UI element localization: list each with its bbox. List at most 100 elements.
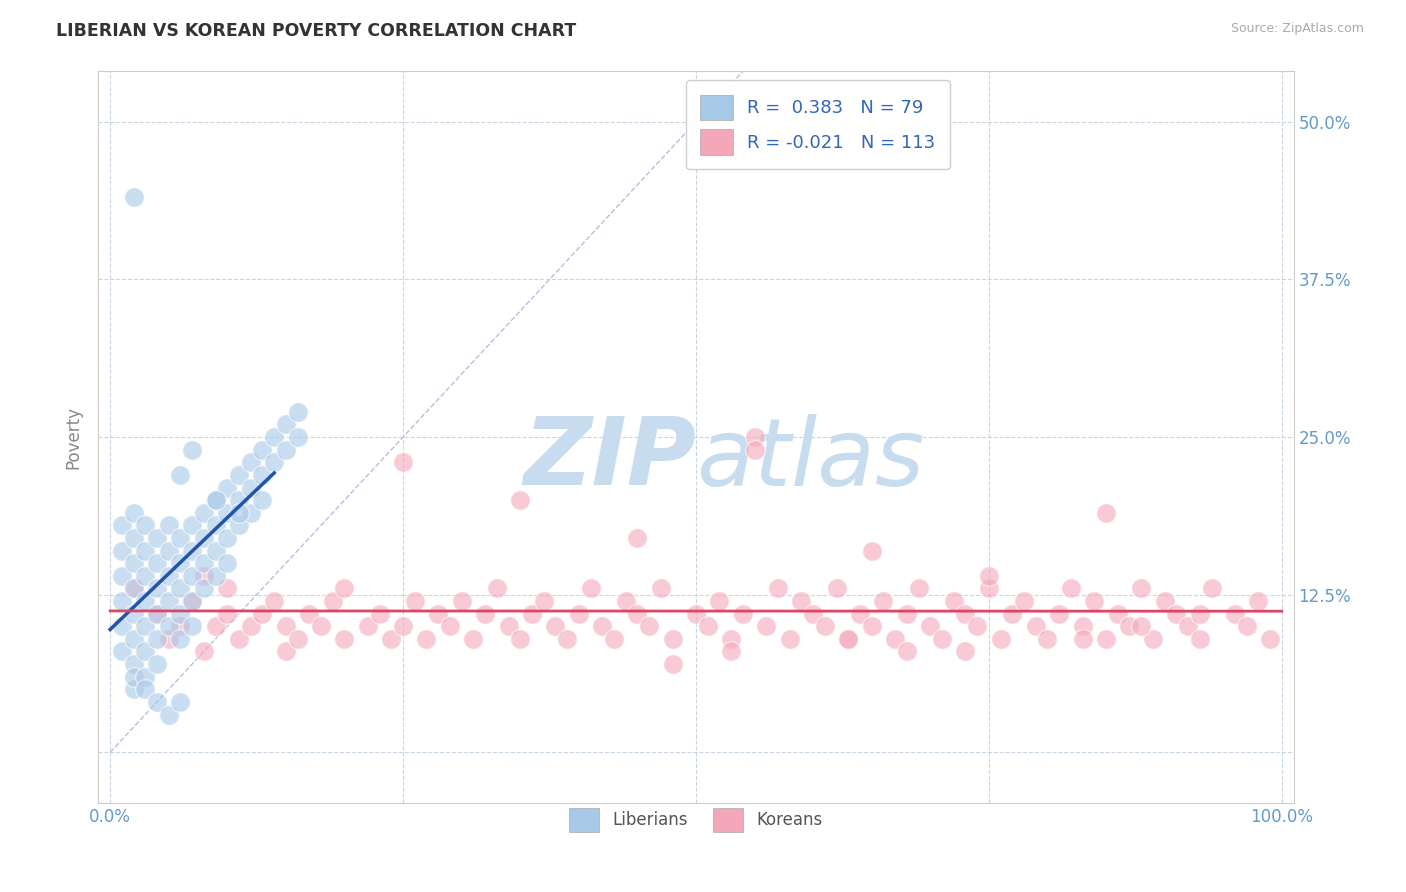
Point [333, 582, 356, 596]
Point [228, 518, 250, 533]
Point [146, 657, 169, 671]
Point [1047, 607, 1070, 621]
Point [661, 632, 683, 646]
Point [685, 607, 707, 621]
Point [146, 582, 169, 596]
Point [801, 607, 824, 621]
Point [1177, 619, 1199, 633]
Point [990, 632, 1012, 646]
Point [450, 594, 472, 608]
Point [146, 632, 169, 646]
Point [193, 569, 215, 583]
Point [1201, 582, 1223, 596]
Point [1188, 607, 1211, 621]
Point [357, 619, 380, 633]
Point [955, 644, 977, 658]
Point [1166, 607, 1188, 621]
Point [169, 556, 191, 570]
Point [380, 632, 402, 646]
Point [146, 695, 169, 709]
Point [228, 632, 250, 646]
Point [157, 518, 180, 533]
Point [1071, 632, 1094, 646]
Point [181, 442, 204, 457]
Point [169, 607, 191, 621]
Point [134, 682, 156, 697]
Point [884, 632, 907, 646]
Point [1142, 632, 1164, 646]
Point [157, 569, 180, 583]
Point [744, 442, 766, 457]
Point [122, 607, 145, 621]
Point [322, 594, 344, 608]
Point [955, 607, 977, 621]
Point [720, 644, 742, 658]
Point [638, 619, 661, 633]
Point [1223, 607, 1246, 621]
Point [193, 582, 215, 596]
Point [217, 556, 239, 570]
Point [239, 506, 262, 520]
Point [122, 657, 145, 671]
Point [790, 594, 813, 608]
Point [1001, 607, 1024, 621]
Point [1130, 582, 1153, 596]
Point [1060, 582, 1083, 596]
Point [122, 582, 145, 596]
Y-axis label: Poverty: Poverty [65, 406, 83, 468]
Point [920, 619, 942, 633]
Point [907, 582, 929, 596]
Point [169, 531, 191, 545]
Point [111, 543, 134, 558]
Point [204, 493, 226, 508]
Point [309, 619, 332, 633]
Point [779, 632, 801, 646]
Point [193, 531, 215, 545]
Point [626, 531, 648, 545]
Point [193, 556, 215, 570]
Point [274, 644, 297, 658]
Point [204, 619, 226, 633]
Point [568, 607, 591, 621]
Point [1258, 632, 1281, 646]
Point [404, 594, 426, 608]
Point [392, 619, 415, 633]
Point [274, 417, 297, 432]
Point [274, 619, 297, 633]
Point [555, 632, 578, 646]
Point [134, 518, 156, 533]
Point [650, 582, 672, 596]
Point [252, 442, 274, 457]
Point [146, 607, 169, 621]
Point [111, 569, 134, 583]
Point [392, 455, 415, 469]
Point [849, 607, 872, 621]
Point [509, 632, 531, 646]
Point [744, 430, 766, 444]
Point [837, 632, 859, 646]
Text: ZIP: ZIP [523, 413, 696, 505]
Point [533, 594, 555, 608]
Point [181, 518, 204, 533]
Point [766, 582, 789, 596]
Point [977, 582, 1000, 596]
Point [169, 619, 191, 633]
Point [368, 607, 391, 621]
Point [157, 594, 180, 608]
Point [239, 481, 262, 495]
Point [287, 405, 309, 419]
Text: Source: ZipAtlas.com: Source: ZipAtlas.com [1230, 22, 1364, 36]
Point [239, 619, 262, 633]
Point [157, 543, 180, 558]
Point [157, 619, 180, 633]
Point [591, 619, 613, 633]
Point [228, 467, 250, 482]
Point [181, 543, 204, 558]
Point [134, 670, 156, 684]
Point [860, 619, 883, 633]
Point [204, 518, 226, 533]
Point [415, 632, 437, 646]
Point [274, 442, 297, 457]
Point [169, 632, 191, 646]
Point [169, 467, 191, 482]
